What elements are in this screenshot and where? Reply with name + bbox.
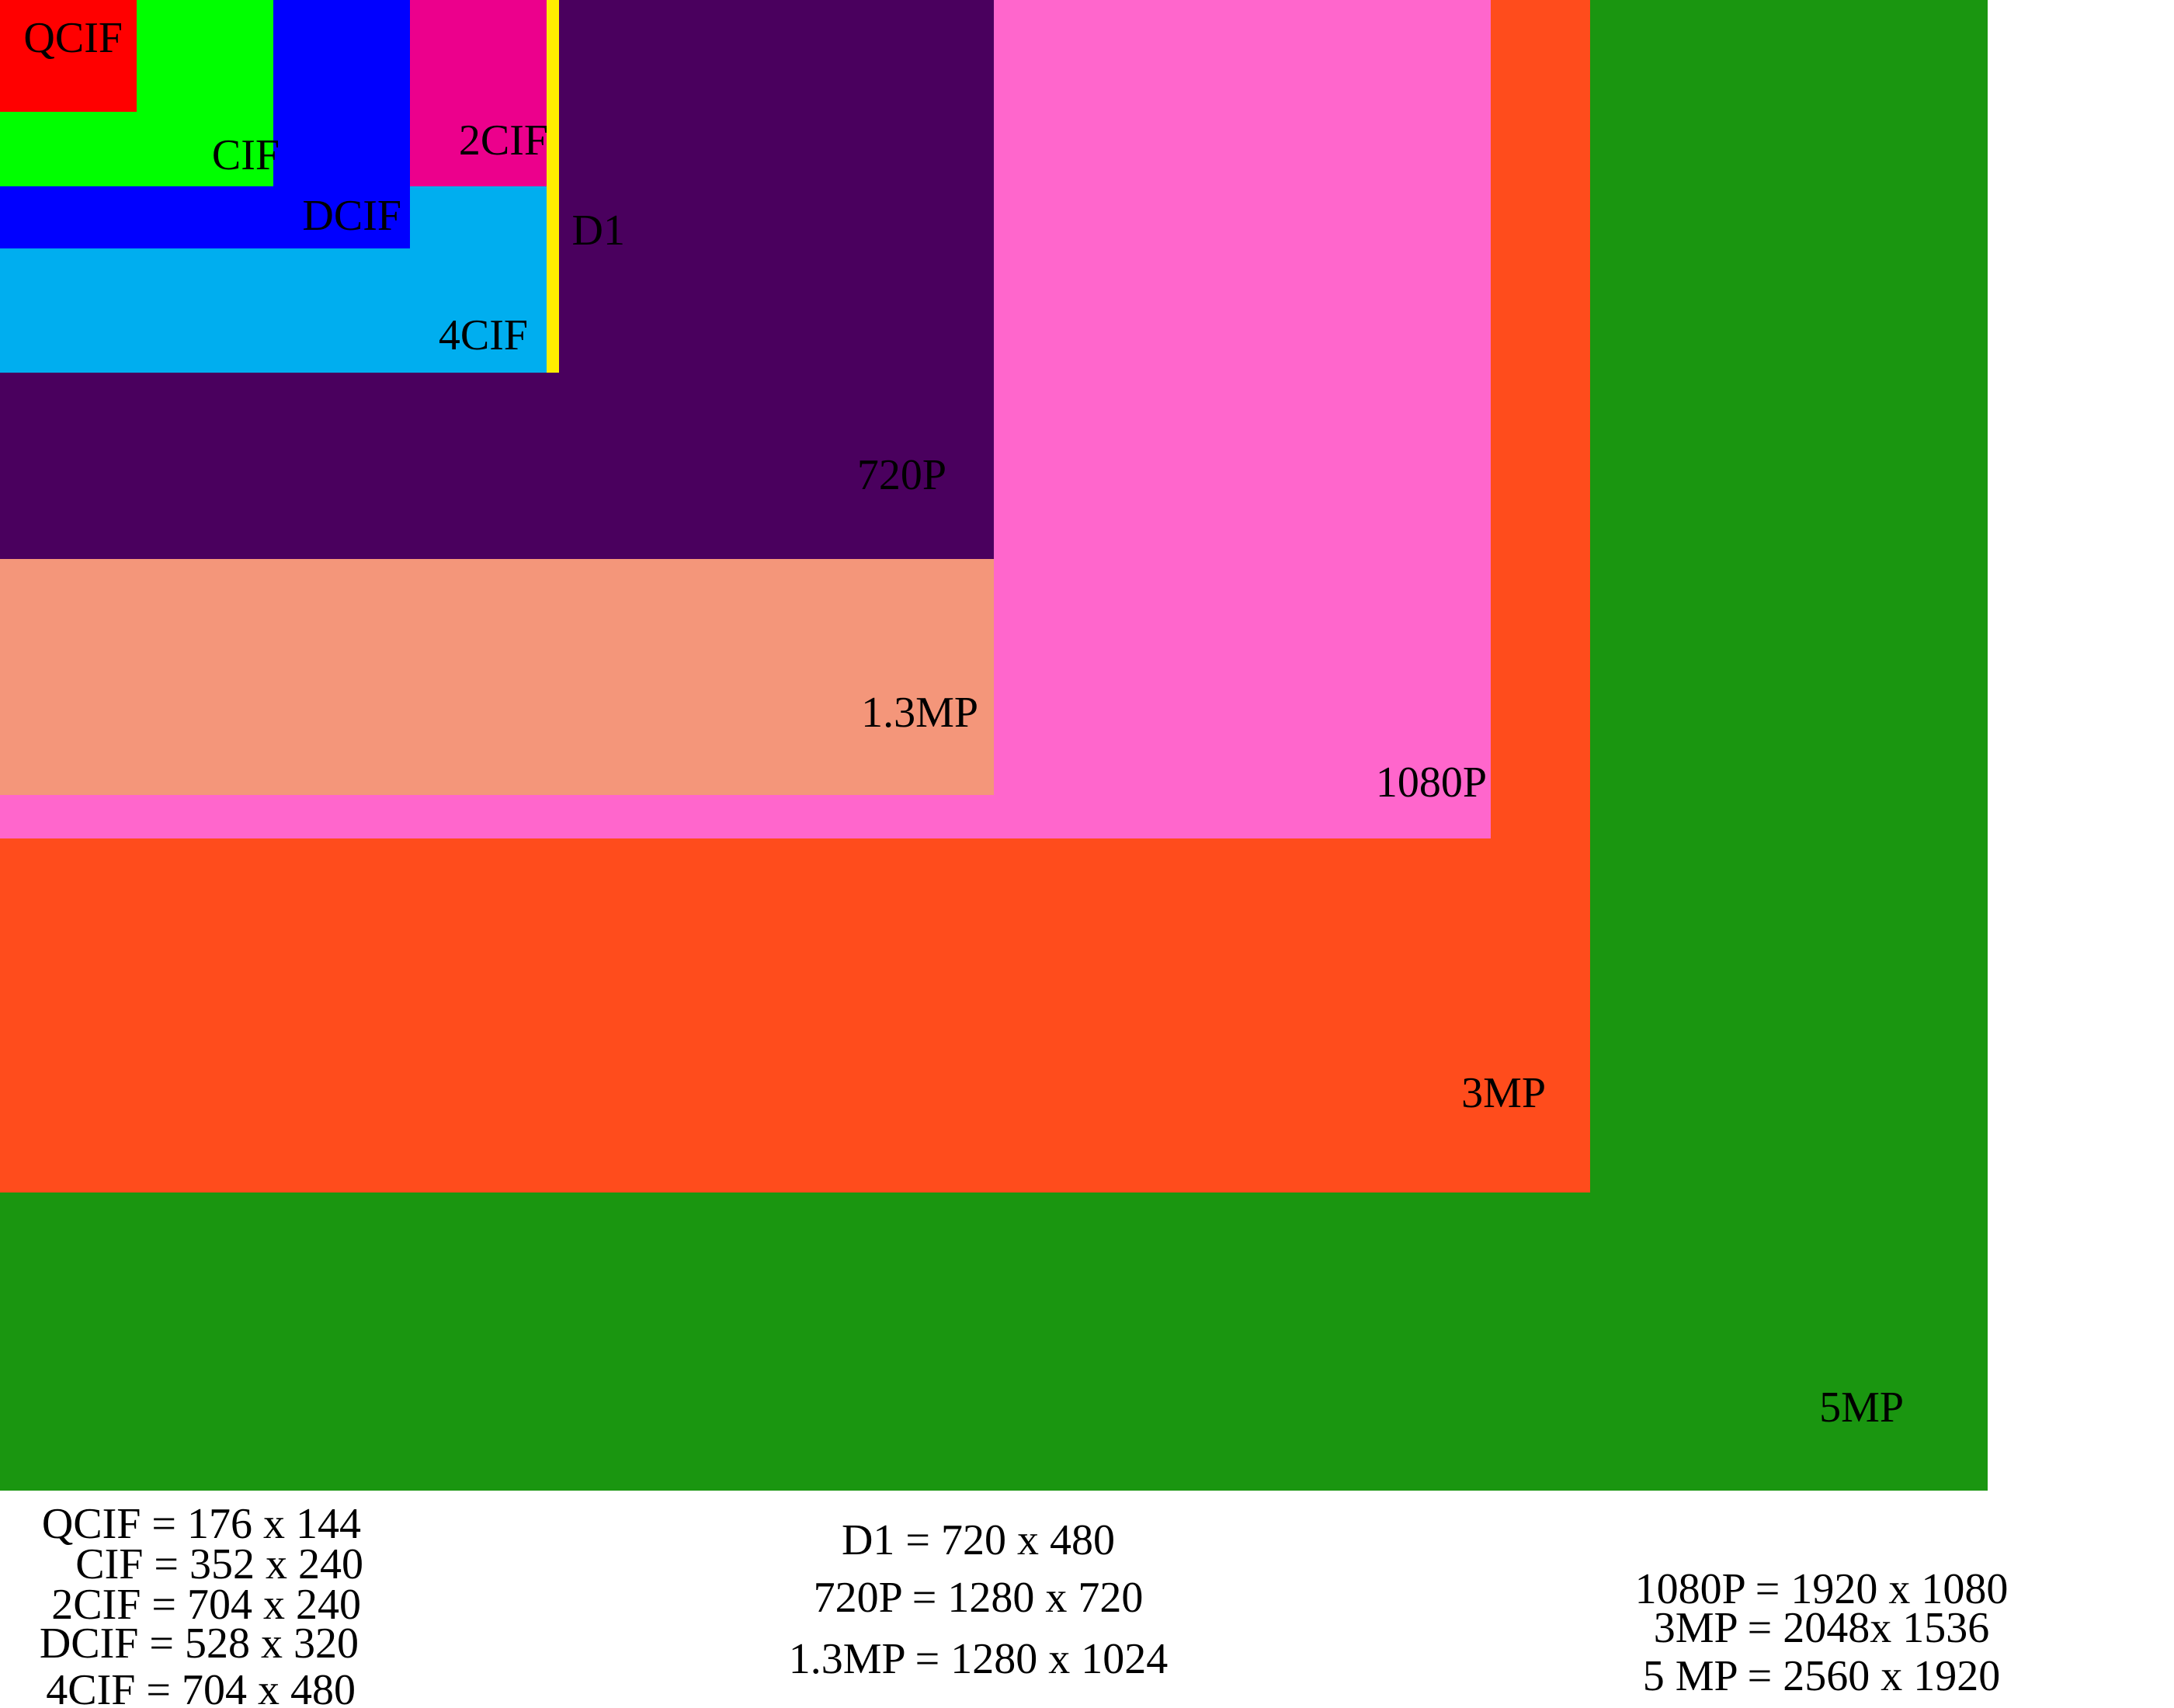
resolution-label: DCIF <box>302 192 401 240</box>
caption: DCIF = 528 x 320 <box>40 1619 359 1668</box>
resolution-label: 3MP <box>1461 1069 1546 1117</box>
caption: QCIF = 176 x 144 <box>42 1500 361 1548</box>
resolution-label: QCIF <box>23 14 123 62</box>
caption: 1.3MP = 1280 x 1024 <box>789 1635 1168 1683</box>
caption: CIF = 352 x 240 <box>75 1540 363 1588</box>
caption: 1080P = 1920 x 1080 <box>1635 1565 2009 1613</box>
resolution-label: 1.3MP <box>861 689 978 737</box>
caption: 5 MP = 2560 x 1920 <box>1643 1652 2000 1700</box>
resolution-label: 1080P <box>1376 759 1487 807</box>
caption: D1 = 720 x 480 <box>842 1516 1115 1564</box>
caption: 720P = 1280 x 720 <box>814 1574 1144 1622</box>
resolution-label: D1 <box>572 207 625 255</box>
resolution-label: 2CIF <box>459 116 548 165</box>
caption: 4CIF = 704 x 480 <box>46 1666 356 1708</box>
resolution-rect <box>0 0 137 112</box>
resolution-label: 720P <box>857 451 946 499</box>
caption: 3MP = 2048x 1536 <box>1654 1604 1989 1652</box>
resolution-label: CIF <box>212 131 280 179</box>
resolution-label: 4CIF <box>439 311 528 359</box>
resolution-label: 5MP <box>1819 1383 1904 1432</box>
caption: 2CIF = 704 x 240 <box>51 1581 361 1629</box>
